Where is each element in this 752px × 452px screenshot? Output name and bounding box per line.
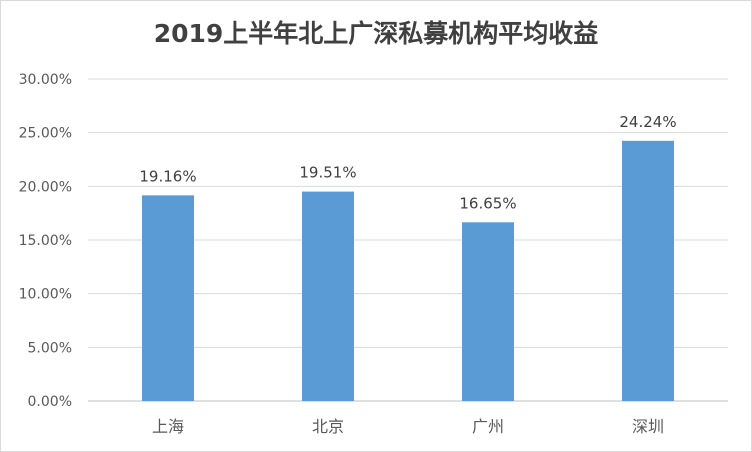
data-label: 19.51% <box>299 164 356 182</box>
x-tick-label: 广州 <box>472 417 504 436</box>
y-tick-label: 20.00% <box>19 179 72 195</box>
x-tick-label: 北京 <box>312 417 344 436</box>
y-tick-label: 0.00% <box>28 394 72 410</box>
y-tick-label: 30.00% <box>19 72 72 88</box>
bar <box>302 191 354 401</box>
y-tick-label: 25.00% <box>19 126 72 142</box>
y-tick-label: 5.00% <box>28 340 72 356</box>
chart-title: 2019上半年北上广深私募机构平均收益 <box>153 19 599 48</box>
bar <box>622 140 674 401</box>
bar <box>462 222 514 401</box>
data-label: 19.16% <box>139 167 196 185</box>
y-tick-label: 15.00% <box>19 233 72 249</box>
bar <box>142 195 194 401</box>
data-label: 24.24% <box>619 113 676 131</box>
data-label: 16.65% <box>459 194 516 212</box>
x-tick-label: 上海 <box>152 417 184 436</box>
y-tick-label: 10.00% <box>19 287 72 303</box>
x-tick-label: 深圳 <box>632 417 664 436</box>
